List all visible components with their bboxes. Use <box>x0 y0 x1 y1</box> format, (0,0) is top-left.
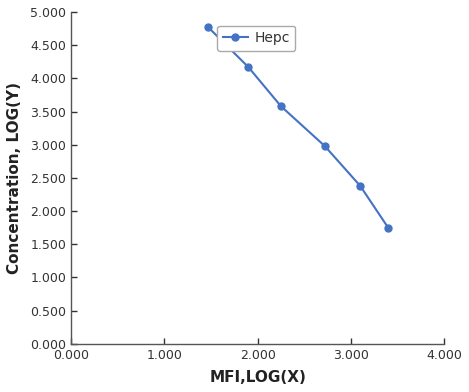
Line: Hepc: Hepc <box>205 24 392 231</box>
Hepc <box>386 225 391 230</box>
Hepc <box>357 183 363 188</box>
Hepc <box>205 25 211 29</box>
Hepc <box>322 144 327 149</box>
Hepc <box>245 65 251 69</box>
Hepc <box>278 104 284 109</box>
X-axis label: MFI,LOG(X): MFI,LOG(X) <box>209 370 306 385</box>
Y-axis label: Concentration, LOG(Y): Concentration, LOG(Y) <box>7 82 22 274</box>
Legend: Hepc: Hepc <box>217 25 295 51</box>
